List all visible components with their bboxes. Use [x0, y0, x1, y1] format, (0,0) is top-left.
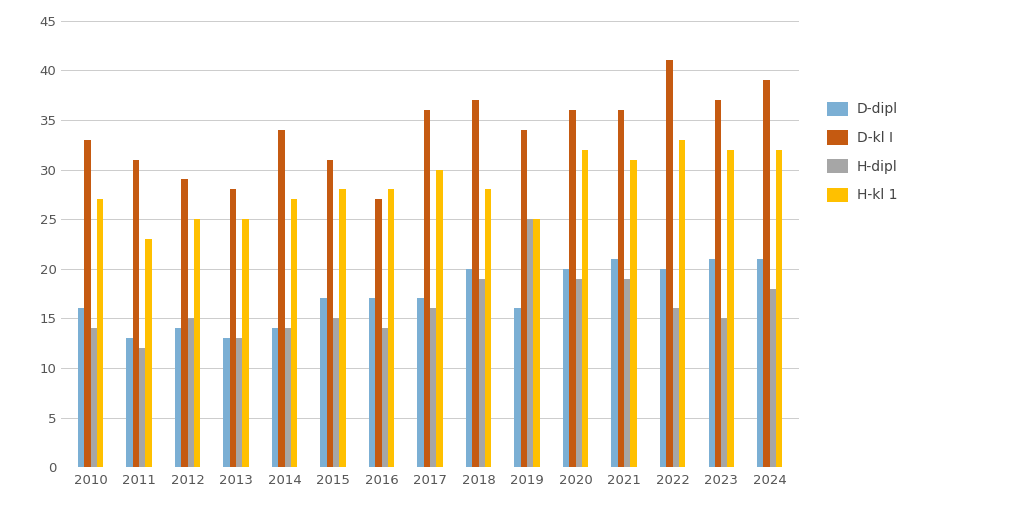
Bar: [534, 219, 540, 467]
Bar: [97, 199, 103, 467]
Bar: [582, 149, 588, 467]
Bar: [78, 308, 84, 467]
Bar: [631, 160, 637, 467]
Bar: [285, 328, 291, 467]
Bar: [223, 338, 229, 467]
Bar: [90, 328, 97, 467]
Bar: [84, 140, 90, 467]
Bar: [375, 199, 382, 467]
Bar: [424, 110, 430, 467]
Bar: [472, 100, 478, 467]
Bar: [133, 160, 139, 467]
Bar: [575, 279, 582, 467]
Bar: [667, 60, 673, 467]
Bar: [388, 189, 394, 467]
Bar: [194, 219, 200, 467]
Bar: [291, 199, 297, 467]
Bar: [229, 189, 237, 467]
Bar: [485, 189, 492, 467]
Bar: [709, 259, 715, 467]
Bar: [721, 318, 727, 467]
Bar: [478, 279, 485, 467]
Bar: [624, 279, 631, 467]
Bar: [617, 110, 624, 467]
Bar: [436, 170, 442, 467]
Bar: [243, 219, 249, 467]
Bar: [770, 289, 776, 467]
Bar: [237, 338, 243, 467]
Bar: [611, 259, 617, 467]
Bar: [466, 269, 472, 467]
Bar: [715, 100, 721, 467]
Bar: [569, 110, 575, 467]
Bar: [187, 318, 194, 467]
Bar: [321, 298, 327, 467]
Bar: [175, 328, 181, 467]
Bar: [563, 269, 569, 467]
Bar: [757, 259, 763, 467]
Bar: [181, 180, 187, 467]
Bar: [763, 80, 770, 467]
Bar: [382, 328, 388, 467]
Bar: [272, 328, 279, 467]
Bar: [139, 348, 145, 467]
Bar: [527, 219, 534, 467]
Bar: [333, 318, 339, 467]
Bar: [369, 298, 375, 467]
Bar: [327, 160, 333, 467]
Bar: [430, 308, 436, 467]
Bar: [776, 149, 782, 467]
Bar: [126, 338, 133, 467]
Bar: [673, 308, 679, 467]
Bar: [660, 269, 667, 467]
Bar: [145, 239, 152, 467]
Legend: D-dipl, D-kl I, H-dipl, H-kl 1: D-dipl, D-kl I, H-dipl, H-kl 1: [820, 94, 904, 210]
Bar: [514, 308, 521, 467]
Bar: [679, 140, 685, 467]
Bar: [521, 130, 527, 467]
Bar: [279, 130, 285, 467]
Bar: [339, 189, 346, 467]
Bar: [418, 298, 424, 467]
Bar: [727, 149, 734, 467]
